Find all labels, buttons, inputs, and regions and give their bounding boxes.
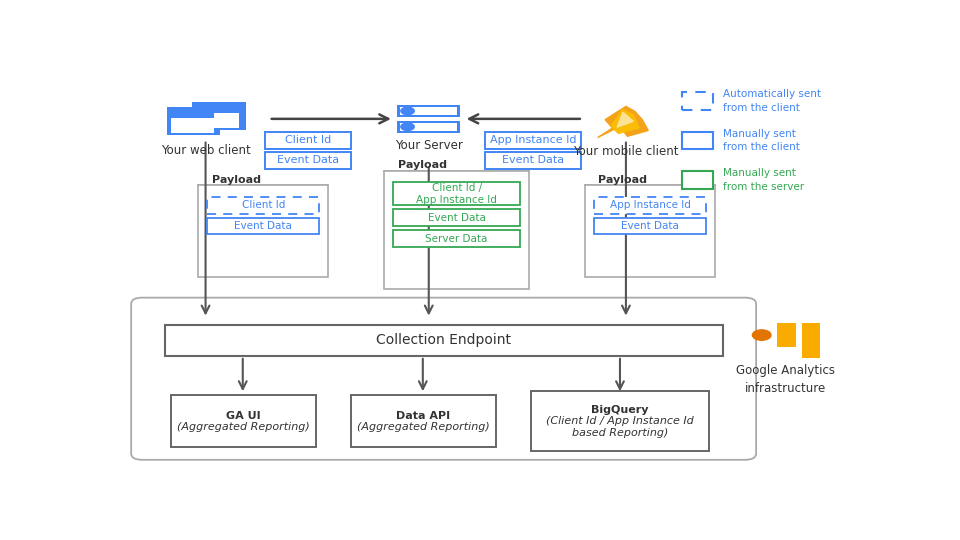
Text: Client Id: Client Id — [285, 136, 331, 145]
Text: BigQuery: BigQuery — [591, 404, 649, 415]
FancyBboxPatch shape — [682, 132, 713, 149]
Text: Automatically sent
from the client: Automatically sent from the client — [723, 90, 821, 112]
Bar — [397, 105, 461, 117]
Text: Google Analytics
infrastructure: Google Analytics infrastructure — [736, 364, 835, 395]
Polygon shape — [598, 106, 648, 138]
Text: Payload: Payload — [598, 174, 647, 185]
FancyBboxPatch shape — [207, 197, 320, 214]
Bar — [196, 109, 239, 128]
Bar — [802, 322, 820, 358]
Text: App Instance Id: App Instance Id — [490, 136, 576, 145]
Text: Client Id /
App Instance Id: Client Id / App Instance Id — [417, 183, 497, 205]
Bar — [400, 107, 457, 115]
Text: Manually sent
from the client: Manually sent from the client — [723, 129, 800, 152]
Text: Payload: Payload — [397, 160, 446, 170]
FancyBboxPatch shape — [594, 197, 707, 214]
FancyBboxPatch shape — [585, 185, 715, 277]
FancyBboxPatch shape — [393, 210, 520, 226]
Bar — [167, 107, 221, 136]
Bar — [777, 322, 796, 347]
Text: Your web client: Your web client — [160, 144, 251, 157]
FancyBboxPatch shape — [132, 298, 756, 460]
Text: based Reporting): based Reporting) — [572, 428, 668, 438]
FancyBboxPatch shape — [384, 171, 529, 289]
Text: Event Data: Event Data — [276, 156, 339, 165]
Bar — [397, 120, 461, 133]
Text: Your mobile client: Your mobile client — [573, 145, 679, 158]
FancyBboxPatch shape — [165, 325, 723, 356]
Polygon shape — [617, 112, 634, 127]
Circle shape — [401, 123, 415, 131]
Bar — [400, 123, 457, 131]
Text: Data API: Data API — [396, 410, 450, 421]
FancyBboxPatch shape — [594, 218, 707, 234]
Circle shape — [401, 107, 415, 114]
Text: Manually sent
from the server: Manually sent from the server — [723, 168, 804, 192]
FancyBboxPatch shape — [171, 395, 316, 447]
Text: App Instance Id: App Instance Id — [610, 200, 690, 211]
Text: (Client Id / App Instance Id: (Client Id / App Instance Id — [546, 416, 694, 427]
Text: (Aggregated Reporting): (Aggregated Reporting) — [177, 422, 309, 432]
FancyBboxPatch shape — [531, 391, 709, 451]
Text: Event Data: Event Data — [428, 213, 486, 223]
Text: Collection Endpoint: Collection Endpoint — [376, 333, 511, 347]
FancyBboxPatch shape — [485, 152, 581, 168]
Bar — [192, 102, 246, 131]
FancyBboxPatch shape — [393, 183, 520, 205]
FancyBboxPatch shape — [207, 218, 320, 234]
Bar — [171, 114, 214, 133]
Polygon shape — [611, 110, 639, 133]
Text: Event Data: Event Data — [234, 221, 292, 231]
Circle shape — [753, 330, 771, 340]
FancyBboxPatch shape — [265, 132, 350, 149]
FancyBboxPatch shape — [198, 185, 328, 277]
Text: (Aggregated Reporting): (Aggregated Reporting) — [357, 422, 490, 432]
Text: Client Id: Client Id — [242, 200, 285, 211]
FancyBboxPatch shape — [265, 152, 350, 168]
Text: Event Data: Event Data — [621, 221, 679, 231]
Text: Event Data: Event Data — [502, 156, 564, 165]
FancyBboxPatch shape — [682, 171, 713, 188]
FancyBboxPatch shape — [682, 92, 713, 110]
FancyBboxPatch shape — [485, 132, 581, 149]
FancyBboxPatch shape — [350, 395, 495, 447]
Bar — [196, 107, 239, 113]
Bar — [171, 112, 214, 118]
Text: Your Server: Your Server — [395, 139, 463, 152]
Text: Server Data: Server Data — [425, 234, 488, 244]
Text: Payload: Payload — [211, 174, 260, 185]
Text: GA UI: GA UI — [226, 410, 260, 421]
FancyBboxPatch shape — [393, 230, 520, 247]
